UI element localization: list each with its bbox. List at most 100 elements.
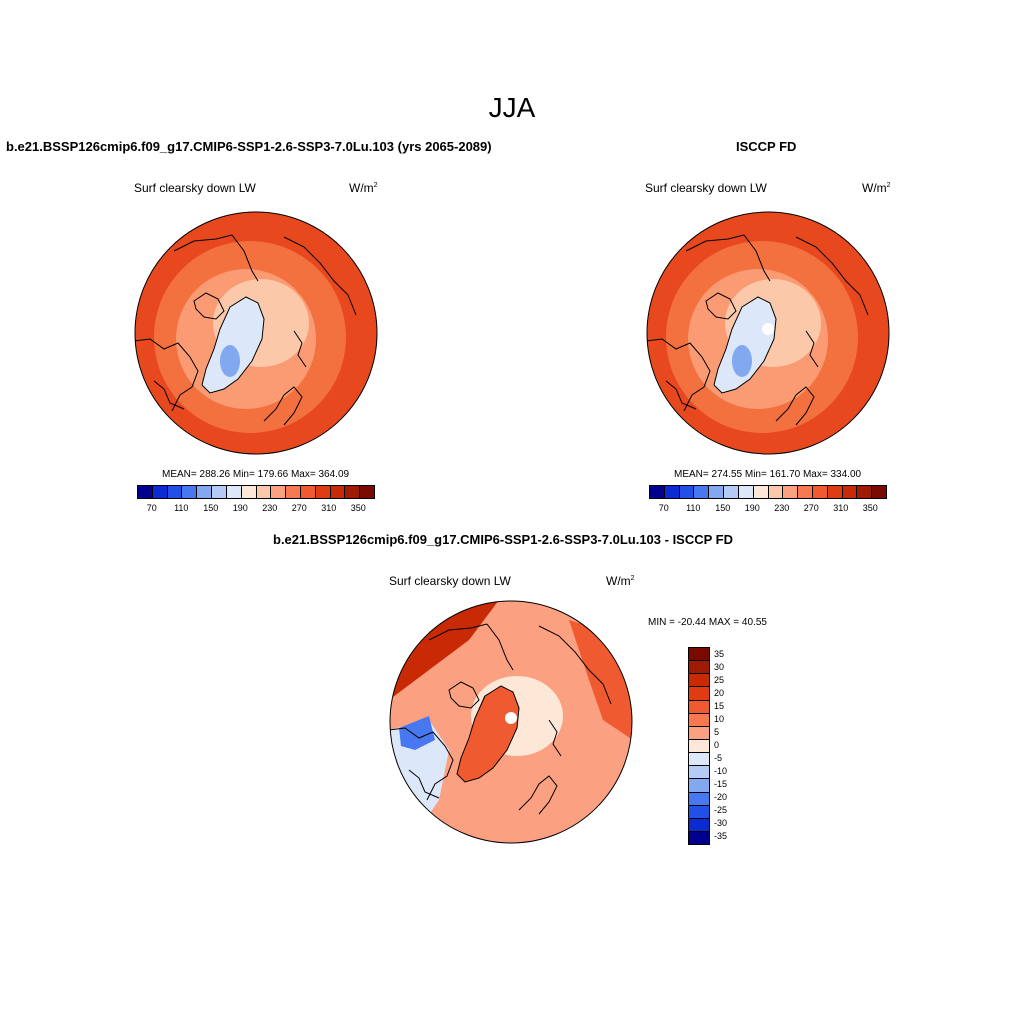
colorbar-swatch: [167, 486, 183, 498]
coastline: [538, 625, 612, 705]
colorbar-swatch: [689, 739, 709, 754]
colorbar-swatch: [152, 486, 168, 498]
colorbar-tick-label: 70: [146, 503, 157, 513]
colorbar-swatch: [738, 486, 754, 498]
map-border: [646, 211, 890, 455]
polar-map-model: [134, 211, 378, 455]
colorbar-swatch: [842, 486, 858, 498]
colorbar-swatch: [241, 486, 257, 498]
colorbar-swatch: [857, 486, 873, 498]
colorbar-swatch: [689, 753, 709, 767]
colorbar-swatch: [694, 486, 710, 498]
coastline: [518, 775, 558, 815]
panel-title-obs: ISCCP FD: [736, 139, 797, 154]
colorbar-swatch: [182, 486, 198, 498]
colorbar-swatch: [689, 726, 709, 740]
colorbar-tick-label: -5: [714, 753, 723, 764]
colorbar-swatch: [360, 486, 374, 498]
variable-label-obs: Surf clearsky down LW: [645, 181, 767, 195]
colorbar-swatch: [689, 648, 709, 662]
coastline: [486, 623, 514, 671]
colorbar-swatch: [689, 831, 709, 845]
colorbar-swatch: [138, 486, 153, 498]
colorbar-swatch: [664, 486, 680, 498]
colorbar-swatch: [724, 486, 739, 498]
map-border: [134, 211, 378, 455]
colorbar-swatch: [330, 486, 346, 498]
coastline: [193, 292, 225, 320]
map-fill: [647, 212, 889, 454]
coastline: [390, 727, 454, 801]
colorbar-tick-label: 150: [203, 503, 219, 513]
colorbar-swatch: [753, 486, 769, 498]
stats-difference: MIN = -20.44 MAX = 40.55: [648, 617, 767, 628]
colorbar-difference: [688, 647, 710, 845]
colorbar-swatch: [689, 792, 709, 806]
colorbar-swatch: [689, 674, 709, 688]
coastline: [153, 380, 185, 410]
coastline: [201, 296, 265, 394]
colorbar-swatch: [650, 486, 665, 498]
colorbar-swatch: [689, 766, 709, 780]
colorbar-swatch: [689, 713, 709, 727]
colorbar-swatch: [197, 486, 213, 498]
coastline: [293, 330, 307, 368]
colorbar-tick-label: -15: [714, 779, 728, 790]
coastline: [713, 296, 777, 394]
coastline: [428, 623, 488, 641]
coastline: [665, 380, 697, 410]
colorbar-tick-label: 110: [686, 503, 701, 513]
colorbar-tick-label: 10: [714, 713, 725, 724]
colorbar-swatch: [315, 486, 331, 498]
coastline: [283, 236, 357, 316]
greenland-region: [202, 297, 264, 393]
colorbar-tick-label: -20: [714, 792, 728, 803]
colorbar-tick-label: -25: [714, 805, 728, 816]
units-label-obs: W/m2: [862, 181, 891, 195]
variable-label-model: Surf clearsky down LW: [134, 181, 256, 195]
colorbar-tick-label: 350: [350, 503, 366, 513]
polar-map-obs: [646, 211, 890, 455]
stats-model: MEAN= 288.26 Min= 179.66 Max= 364.09: [162, 469, 350, 480]
colorbar-ticks-model: 70 110 150 190 230 270 310 350: [137, 503, 373, 515]
pole-gap: [762, 323, 774, 335]
colorbar-tick-label: -30: [714, 818, 728, 829]
colorbar-tick-label: 350: [862, 503, 878, 513]
colorbar-swatch: [300, 486, 316, 498]
colorbar-tick-label: 110: [174, 503, 189, 513]
colorbar-swatch: [812, 486, 828, 498]
colorbar-tick-label: 310: [833, 503, 849, 513]
coastline: [647, 338, 711, 412]
coastline: [705, 292, 737, 320]
strong-cooling-region: [399, 716, 435, 750]
coastline: [743, 234, 771, 282]
colorbar-tick-label: 70: [658, 503, 669, 513]
greenland-region: [714, 297, 776, 393]
colorbar-swatch: [783, 486, 799, 498]
coastline: [231, 234, 259, 282]
greenland-interior: [732, 345, 752, 377]
colorbar-model: [137, 485, 375, 499]
map-fill: [135, 212, 377, 454]
units-label-diff: W/m2: [606, 574, 635, 588]
coastline: [263, 386, 303, 426]
colorbar-swatch: [226, 486, 242, 498]
colorbar-swatch: [679, 486, 695, 498]
colorbar-tick-label: 35: [714, 648, 725, 659]
coastline: [456, 685, 520, 783]
units-label-model: W/m2: [349, 181, 378, 195]
colorbar-ticks-difference: 35 30 25 20 15 10 5 0 -5 -10 -15 -20 -25 -30 -35: [714, 647, 744, 843]
polar-map-difference: [389, 600, 633, 844]
colorbar-tick-label: -35: [714, 831, 728, 842]
colorbar-swatch: [689, 779, 709, 793]
colorbar-swatch: [827, 486, 843, 498]
colorbar-tick-label: 270: [803, 503, 819, 513]
coastline: [408, 769, 440, 799]
variable-label-diff: Surf clearsky down LW: [389, 574, 511, 588]
colorbar-tick-label: -10: [714, 766, 728, 777]
coastline: [685, 234, 745, 252]
map-border: [389, 600, 633, 844]
colorbar-tick-label: 5: [714, 726, 720, 737]
colorbar-swatch: [689, 700, 709, 714]
coastline: [775, 386, 815, 426]
